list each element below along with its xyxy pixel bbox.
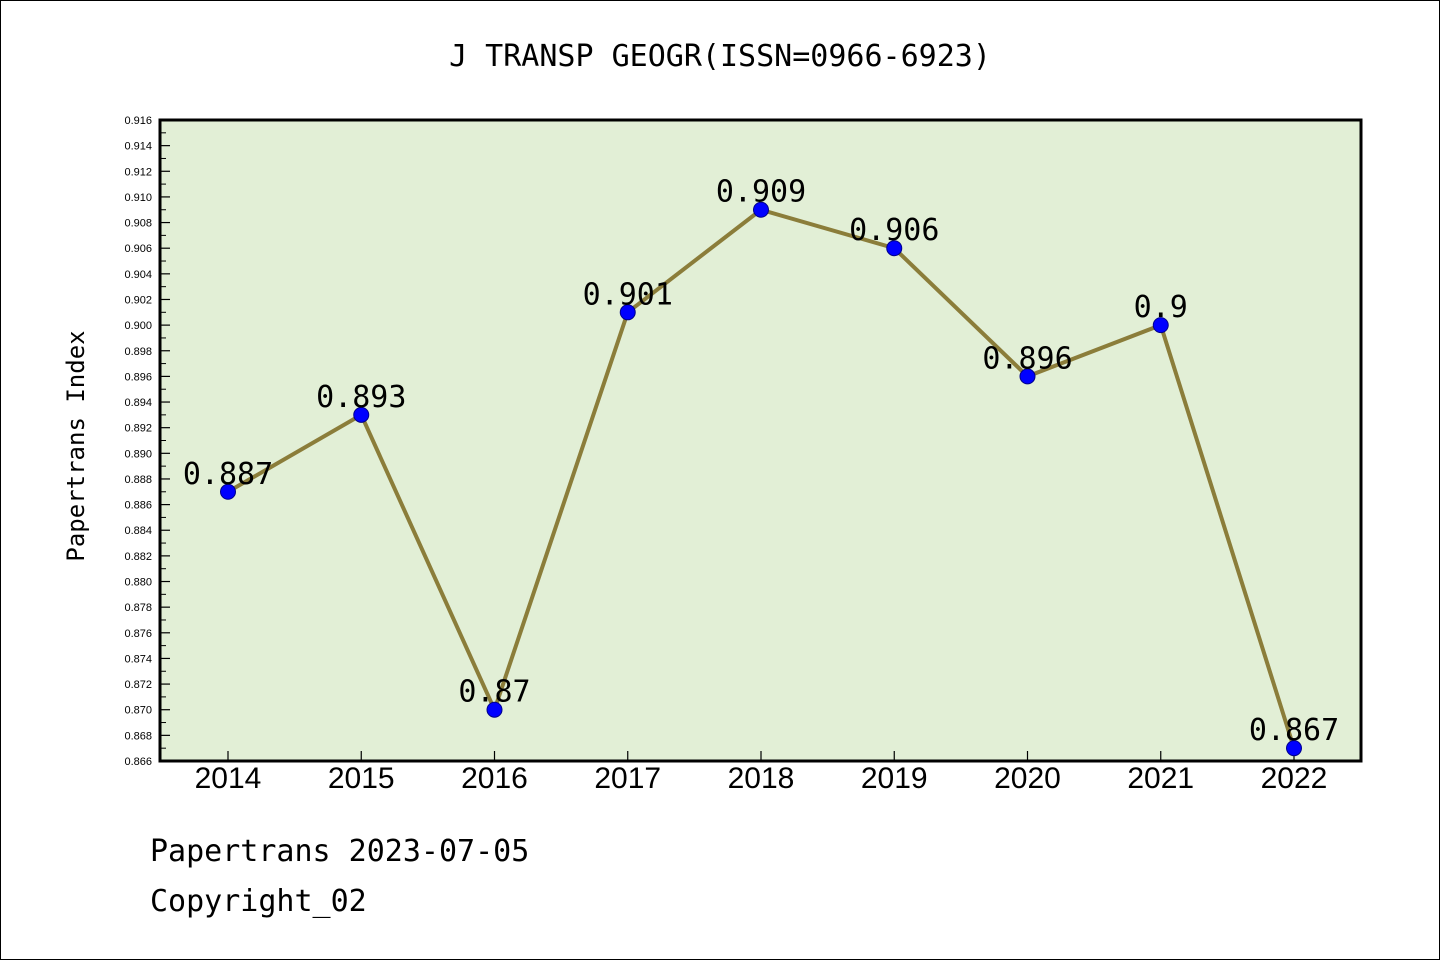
data-point xyxy=(1286,740,1302,757)
y-tick-label: 0.906 xyxy=(124,243,152,255)
y-tick-label: 0.880 xyxy=(124,577,152,589)
x-tick-label: 2022 xyxy=(1261,762,1328,795)
data-label: 0.9 xyxy=(1134,290,1188,325)
data-label: 0.906 xyxy=(849,213,939,248)
data-point xyxy=(353,406,370,423)
y-axis: 0.866 0.868 0.870 0.872 0.874 0.876 0.878 0.880… xyxy=(124,115,170,768)
data-point xyxy=(753,201,769,218)
data-label: 0.867 xyxy=(1249,713,1339,748)
x-tick-label: 2017 xyxy=(594,762,661,795)
data-label: 0.909 xyxy=(716,175,806,210)
y-tick-label: 0.888 xyxy=(124,474,152,486)
chart-title: J TRANSP GEOGR(ISSN=0966-6923) xyxy=(449,39,991,74)
y-tick-label: 0.916 xyxy=(124,115,152,127)
y-tick-label: 0.878 xyxy=(124,602,152,614)
y-tick-label: 0.898 xyxy=(124,346,152,358)
y-tick-label: 0.876 xyxy=(124,628,152,640)
plot-area xyxy=(160,120,1361,761)
x-tick-label: 2020 xyxy=(994,762,1061,795)
data-label: 0.87 xyxy=(458,675,530,710)
data-point xyxy=(486,701,503,718)
y-tick-label: 0.866 xyxy=(124,756,152,768)
y-tick-label: 0.894 xyxy=(124,397,152,409)
plot-border xyxy=(158,118,1363,763)
y-tick-label: 0.904 xyxy=(124,269,152,281)
y-tick-label: 0.910 xyxy=(124,192,152,204)
x-axis: 2014 2015 2016 2017 2018 2019 2020 2021 2022 xyxy=(195,751,1328,795)
y-tick-label: 0.900 xyxy=(124,320,152,332)
data-point xyxy=(619,304,636,321)
data-point xyxy=(1019,368,1036,385)
y-tick-label: 0.896 xyxy=(124,371,152,383)
y-tick-label: 0.912 xyxy=(124,166,152,178)
y-tick-label: 0.890 xyxy=(124,448,152,460)
data-label: 0.887 xyxy=(183,457,273,492)
y-tick-label: 0.892 xyxy=(124,423,152,435)
y-tick-label: 0.872 xyxy=(124,679,152,691)
y-tick-label: 0.914 xyxy=(124,141,152,153)
y-tick-label: 0.882 xyxy=(124,551,152,563)
data-point xyxy=(220,483,236,500)
x-tick-label: 2016 xyxy=(461,762,528,795)
y-tick-label: 0.868 xyxy=(124,730,152,742)
y-axis-label: Papertrans Index xyxy=(62,330,90,561)
data-label: 0.896 xyxy=(982,341,1072,376)
data-label: 0.893 xyxy=(316,380,406,415)
y-tick-label: 0.884 xyxy=(124,525,152,537)
x-tick-label: 2018 xyxy=(728,762,795,795)
data-point xyxy=(1152,317,1169,334)
y-tick-label: 0.874 xyxy=(124,653,152,665)
data-point xyxy=(886,240,903,257)
x-tick-label: 2015 xyxy=(328,762,395,795)
data-series: 0.887 0.893 0.87 0.901 0.909 0.906 0.896 0.9 0.8… xyxy=(183,175,1339,757)
data-label: 0.901 xyxy=(583,277,673,312)
footer-date-text: Papertrans 2023-07-05 xyxy=(150,834,530,869)
y-tick-label: 0.870 xyxy=(124,705,152,717)
y-tick-label: 0.902 xyxy=(124,294,152,306)
x-tick-label: 2014 xyxy=(195,762,262,795)
y-tick-label: 0.908 xyxy=(124,218,152,230)
footer-copyright-text: Copyright_02 xyxy=(150,884,367,919)
x-tick-label: 2021 xyxy=(1127,762,1194,795)
y-tick-label: 0.886 xyxy=(124,500,152,512)
x-tick-label: 2019 xyxy=(861,762,928,795)
